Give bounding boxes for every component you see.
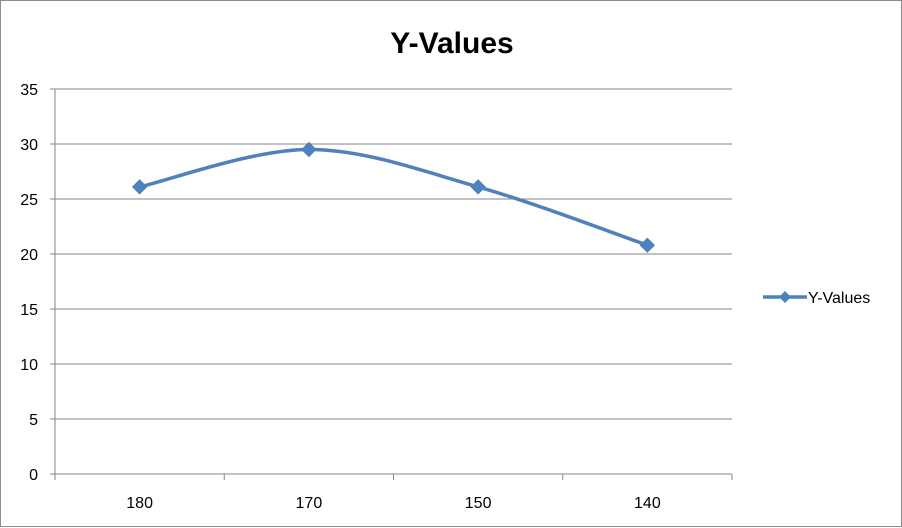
x-tick-label: 170 [296,495,323,512]
x-tick-label: 150 [465,495,492,512]
y-tick-label: 0 [29,467,38,484]
y-tick-label: 30 [20,137,38,154]
x-axis-tick-labels: 180 170 150 140 [126,495,661,512]
data-point-marker [470,179,486,195]
y-tick-label: 20 [20,247,38,264]
x-tick-label: 180 [126,495,153,512]
series-lines [139,147,648,247]
legend-marker-swatch [779,291,791,303]
y-tick-label: 10 [20,357,38,374]
y-tick-label: 25 [20,192,38,209]
legend-label: Y-Values [808,290,870,307]
data-markers [131,141,656,253]
data-point-marker [131,179,148,195]
gridlines [55,88,732,420]
y-axis-tick-labels: 0 5 10 15 20 25 30 35 [20,82,38,484]
y-tick-label: 5 [29,412,38,429]
x-tick-label: 140 [634,495,661,512]
y-tick-label: 15 [20,302,38,319]
chart-title: Y-Values [390,27,513,60]
axes [50,88,733,480]
y-tick-label: 35 [20,82,38,99]
data-point-marker [639,237,656,253]
data-point-marker [301,141,317,158]
legend: Y-Values [763,290,870,307]
series-line [139,147,648,247]
